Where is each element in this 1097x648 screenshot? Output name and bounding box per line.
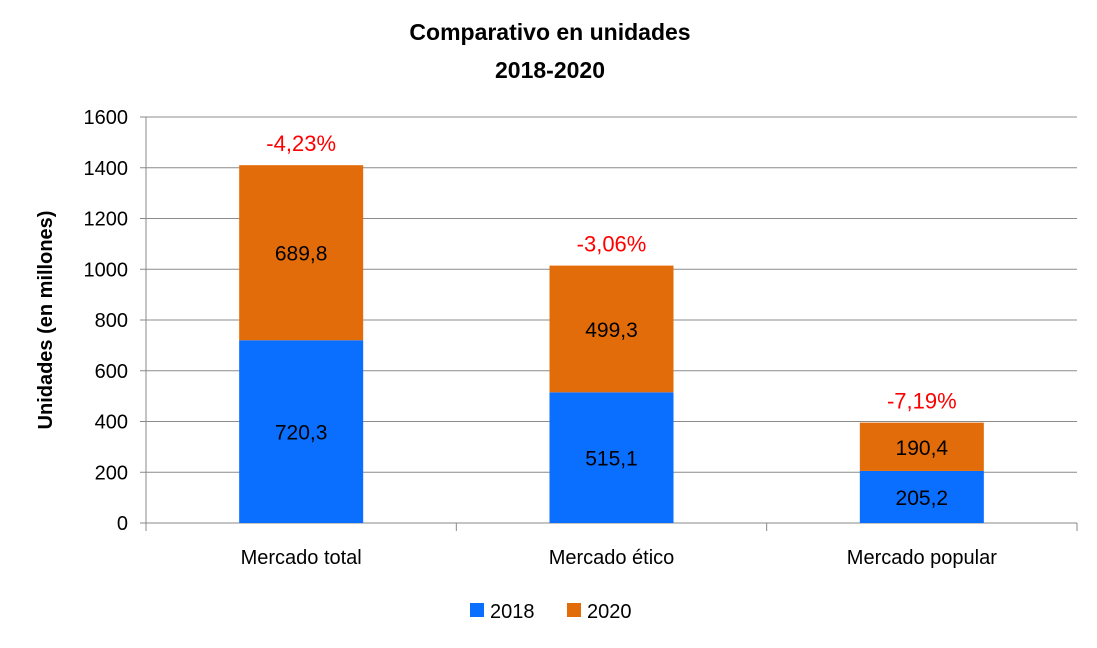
y-tick-label: 1400 xyxy=(84,158,129,180)
change-annotation: -3,06% xyxy=(577,232,647,257)
y-tick-label: 200 xyxy=(95,462,128,484)
y-axis-label: Unidades (en millones) xyxy=(35,211,57,430)
category-label: Mercado popular xyxy=(847,547,997,569)
legend-swatch-2018 xyxy=(470,603,484,617)
y-tick-label: 1600 xyxy=(84,107,129,129)
data-label-2020: 499,3 xyxy=(585,319,638,342)
data-label-2018: 205,2 xyxy=(896,487,949,510)
y-tick-label: 1200 xyxy=(84,209,129,231)
bar-2018 xyxy=(239,340,364,523)
legend-label-2020: 2020 xyxy=(587,601,632,623)
category-label: Mercado total xyxy=(241,547,362,569)
data-labels: 720,3 689,8 -4,23% 515,1 499,3 -3,06% 205,2 190… xyxy=(266,131,956,510)
y-tick-label: 600 xyxy=(95,361,128,383)
bar-2020 xyxy=(859,422,984,471)
y-tick-label: 1000 xyxy=(84,259,129,281)
data-label-2018: 720,3 xyxy=(275,422,328,445)
bar-2020 xyxy=(549,265,674,393)
data-label-2020: 689,8 xyxy=(275,243,328,266)
y-axis-ticks: 0 200 400 600 800 1000 1200 1400 1600 xyxy=(84,107,146,535)
legend: 2018 2020 xyxy=(470,601,632,623)
y-tick-label: 800 xyxy=(95,310,128,332)
legend-swatch-2020 xyxy=(567,603,581,617)
data-label-2018: 515,1 xyxy=(585,448,638,471)
change-annotation: -4,23% xyxy=(266,131,336,156)
data-label-2020: 190,4 xyxy=(896,437,949,460)
y-tick-label: 400 xyxy=(95,412,128,434)
bar-2020 xyxy=(239,165,364,341)
bar-2018 xyxy=(859,470,984,523)
bars xyxy=(239,165,984,523)
legend-label-2018: 2018 xyxy=(490,601,535,623)
chart-title-line-2: 2018-2020 xyxy=(495,57,605,83)
change-annotation: -7,19% xyxy=(887,389,957,414)
y-tick-label: 0 xyxy=(117,513,128,535)
chart-title-line-1: Comparativo en unidades xyxy=(409,19,690,45)
category-label: Mercado ético xyxy=(549,547,675,569)
bar-2018 xyxy=(549,392,674,523)
x-axis-ticks: Mercado total Mercado ético Mercado popula… xyxy=(145,523,1078,569)
